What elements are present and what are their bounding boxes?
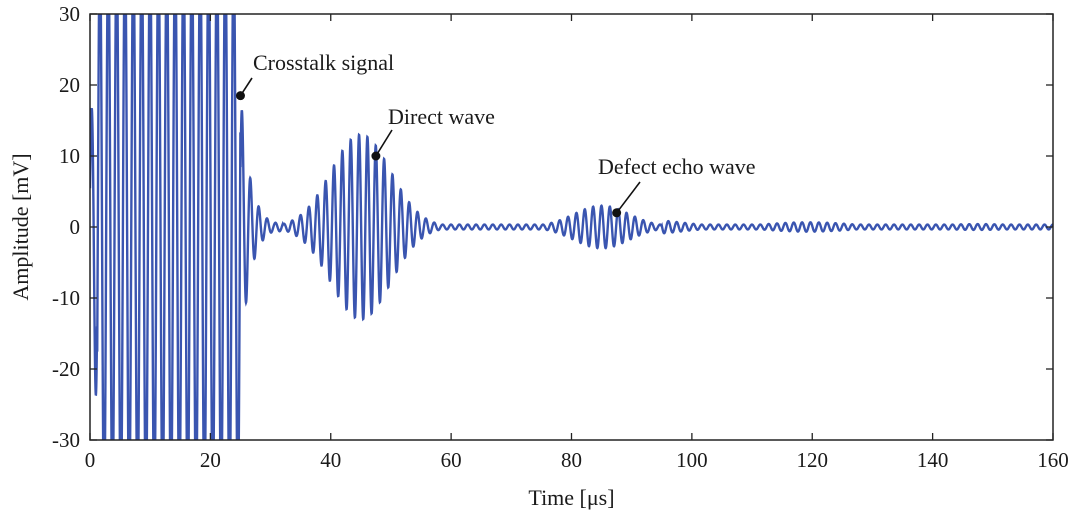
x-tick-label: 60 bbox=[441, 448, 462, 472]
annotation-leader-line bbox=[616, 181, 641, 214]
x-axis-title: Time [μs] bbox=[528, 485, 614, 510]
annotation-layer: Crosstalk signal Direct wave Defect echo w… bbox=[235, 50, 756, 218]
x-tick-label: 100 bbox=[676, 448, 708, 472]
x-tick-label: 0 bbox=[85, 448, 96, 472]
y-tick-label: 0 bbox=[70, 215, 81, 239]
annotation-dot bbox=[371, 151, 381, 161]
x-tick-label: 160 bbox=[1037, 448, 1069, 472]
y-tick-label: 30 bbox=[59, 2, 80, 26]
x-tick-label: 20 bbox=[200, 448, 221, 472]
x-tick-label: 40 bbox=[320, 448, 341, 472]
y-axis-title: Amplitude [mV] bbox=[8, 153, 33, 300]
x-tick-label: 120 bbox=[797, 448, 829, 472]
x-tick-label: 140 bbox=[917, 448, 949, 472]
annotation-label: Direct wave bbox=[388, 104, 495, 129]
annotation-label: Crosstalk signal bbox=[253, 50, 394, 75]
y-tick-label: -30 bbox=[52, 428, 80, 452]
annotation-leader-line bbox=[375, 129, 393, 157]
annotation-dot bbox=[612, 208, 622, 218]
x-tick-label: 80 bbox=[561, 448, 582, 472]
y-tick-label: 10 bbox=[59, 144, 80, 168]
y-tick-label: 20 bbox=[59, 73, 80, 97]
annotation-label: Defect echo wave bbox=[598, 154, 756, 179]
annotation-dot bbox=[235, 91, 245, 101]
series-layer bbox=[90, 14, 1053, 440]
signal-line bbox=[90, 14, 1053, 440]
y-tick-label: -20 bbox=[52, 357, 80, 381]
y-tick-label: -10 bbox=[52, 286, 80, 310]
